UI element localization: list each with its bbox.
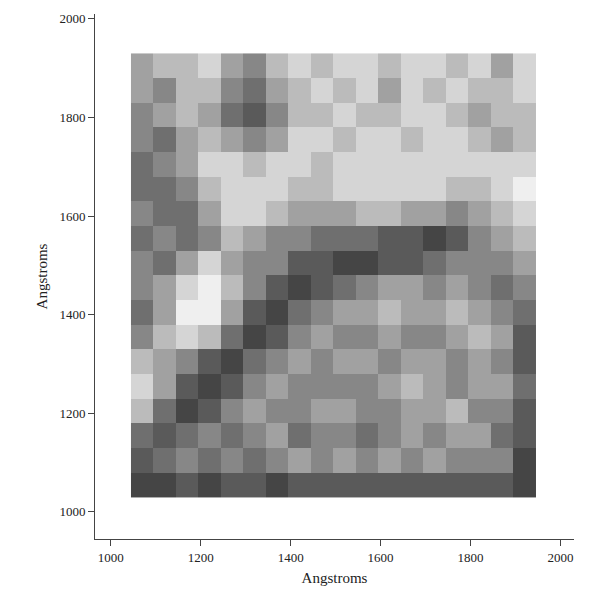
svg-text:Angstroms: Angstroms [302, 570, 368, 586]
svg-text:1800: 1800 [59, 110, 85, 125]
svg-text:1800: 1800 [458, 550, 484, 565]
svg-text:Angstroms: Angstroms [34, 243, 50, 309]
svg-text:1400: 1400 [59, 307, 85, 322]
svg-text:1200: 1200 [59, 406, 85, 421]
svg-text:1200: 1200 [188, 550, 214, 565]
svg-text:1000: 1000 [59, 504, 85, 519]
svg-text:1600: 1600 [368, 550, 394, 565]
svg-text:1600: 1600 [59, 209, 85, 224]
svg-text:1400: 1400 [278, 550, 304, 565]
svg-text:1000: 1000 [98, 550, 124, 565]
svg-text:2000: 2000 [59, 11, 85, 26]
svg-text:2000: 2000 [548, 550, 574, 565]
